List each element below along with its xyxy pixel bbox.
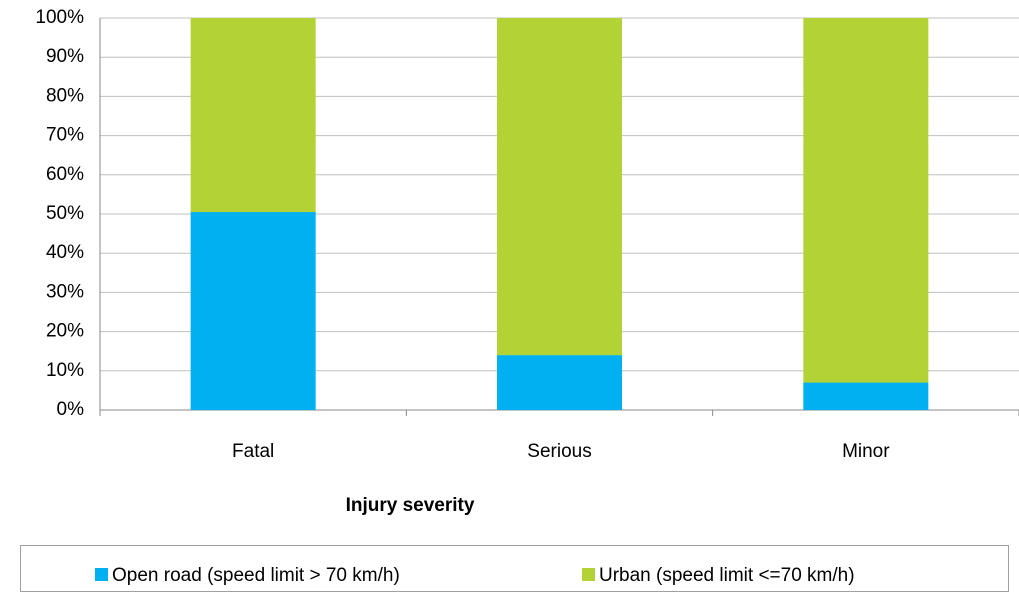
- y-tick-label: 60%: [46, 164, 84, 185]
- x-tick-label: Serious: [527, 441, 591, 462]
- legend-box: [20, 545, 1009, 592]
- y-tick-label: 10%: [46, 360, 84, 381]
- legend-swatch: [582, 568, 595, 581]
- y-tick-label: 50%: [46, 203, 84, 224]
- bar-segment: [803, 382, 929, 410]
- x-tick-label: Fatal: [232, 441, 274, 462]
- bar-segment: [803, 18, 929, 383]
- legend-label: Open road (speed limit > 70 km/h): [112, 565, 400, 586]
- bar-segment: [190, 212, 316, 410]
- x-axis-title: Injury severity: [346, 495, 475, 516]
- y-tick-label: 20%: [46, 321, 84, 342]
- bar-segment: [497, 18, 622, 356]
- bar-segment: [497, 355, 622, 410]
- y-tick-label: 30%: [46, 281, 84, 302]
- y-tick-label: 0%: [57, 399, 85, 420]
- y-tick-label: 70%: [46, 125, 84, 146]
- y-tick-label: 80%: [46, 85, 84, 106]
- y-tick-label: 40%: [46, 242, 84, 263]
- y-tick-label: 100%: [35, 7, 84, 28]
- x-tick-label: Minor: [842, 441, 890, 462]
- legend-label: Urban (speed limit <=70 km/h): [599, 565, 855, 586]
- bar-segment: [190, 18, 316, 213]
- y-tick-label: 90%: [46, 46, 84, 67]
- legend-swatch: [95, 568, 108, 581]
